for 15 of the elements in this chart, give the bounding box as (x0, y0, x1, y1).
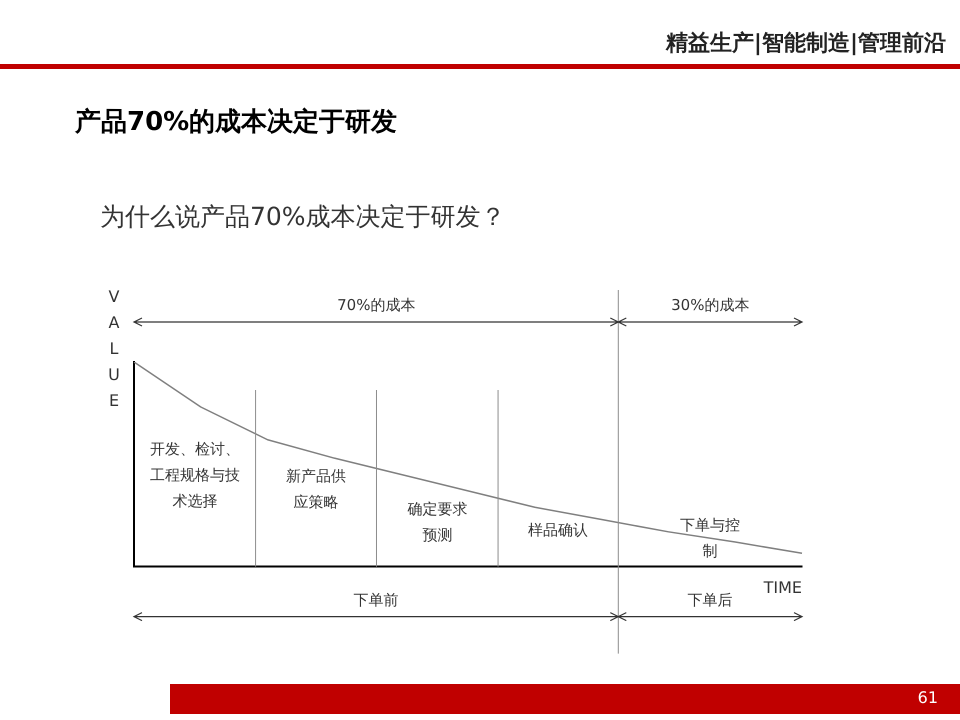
text: 30%的成本 (671, 296, 750, 315)
x-axis-title: TIME (762, 578, 802, 597)
y-axis-title: VALUE (108, 287, 120, 410)
chart-title: 产品70%的成本决定于研发 (75, 106, 398, 139)
text: 70%的成本 (337, 296, 416, 315)
text: 精益生产|智能制造|管理前沿 (666, 30, 946, 58)
annotation: 确定要求预测 (406, 498, 468, 546)
annotation: 样品确认 (527, 520, 590, 541)
text: 下单后 (688, 590, 733, 610)
annotation: 新产品供应策略 (285, 466, 348, 513)
text: 61 (918, 688, 938, 707)
text: 下单前 (354, 590, 399, 610)
annotation: 开发、检讨、工程规格与技术选择 (148, 438, 241, 512)
chart-subtitle: 为什么说产品70%成本决定于研发？ (100, 201, 506, 233)
annotation: 下单与控制 (679, 514, 742, 562)
